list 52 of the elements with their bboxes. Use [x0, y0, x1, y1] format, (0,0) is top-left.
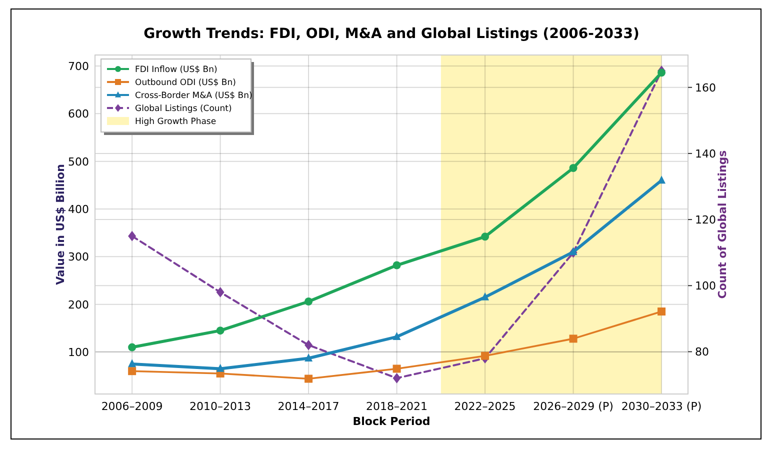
point [216, 364, 224, 372]
point [392, 261, 401, 270]
point [128, 230, 136, 242]
x-tick-label: 2026–2029 (P) [533, 400, 614, 413]
point [481, 232, 490, 241]
x-tick-label: 2006–2009 [101, 400, 163, 413]
legend-label: FDI Inflow (US$ Bn) [135, 65, 218, 75]
chart-title: Growth Trends: FDI, ODI, M&A and Global Listings (2006-2033) [144, 26, 640, 42]
legend-label: Outbound ODI (US$ Bn) [135, 78, 236, 88]
point [481, 352, 490, 360]
x-tick-label: 2014–2017 [278, 400, 340, 413]
point [128, 359, 136, 368]
point [304, 340, 313, 350]
y-tick-label: 300 [68, 250, 89, 264]
x-axis-title: Block Period [352, 415, 430, 428]
x-tick-label: 2022–2025 [454, 400, 516, 413]
point [216, 287, 224, 298]
y-tick-label: 200 [68, 298, 89, 312]
legend-label: Global Listings (Count) [135, 104, 232, 114]
point [658, 308, 666, 316]
point [569, 247, 578, 256]
point [216, 326, 224, 335]
y2-axis-title: Count of Global Listings [716, 150, 729, 299]
point [569, 164, 578, 172]
y-tick-label: 700 [68, 60, 89, 73]
point [392, 364, 401, 373]
y-axis-title: Value in US$ Billion [54, 164, 67, 285]
x-tick-label: 2010–2013 [190, 400, 252, 413]
y-tick-label: 400 [68, 203, 89, 216]
x-tick-label: 2018–2021 [366, 400, 428, 413]
point [658, 68, 666, 77]
point [304, 374, 313, 383]
y2-tick-label: 160 [695, 81, 716, 94]
y2-tick-label: 80 [695, 346, 709, 359]
y-tick-label: 500 [68, 155, 89, 168]
point [304, 298, 313, 306]
point [304, 353, 313, 362]
point [128, 343, 136, 352]
legend-label: Cross-Border M&A (US$ Bn) [135, 91, 252, 101]
y2-tick-label: 140 [695, 147, 716, 160]
point [658, 176, 666, 184]
y-tick-label: 100 [68, 346, 89, 360]
point [569, 334, 578, 343]
y2-tick-label: 120 [695, 214, 716, 227]
y-tick-label: 600 [68, 108, 89, 121]
point [392, 332, 401, 340]
point [481, 292, 490, 300]
y2-tick-label: 100 [695, 280, 716, 293]
annotation: High Growth Phase [135, 117, 216, 127]
point [392, 372, 401, 384]
x-tick-label: 2030–2033 (P) [621, 400, 702, 413]
point [128, 367, 136, 376]
